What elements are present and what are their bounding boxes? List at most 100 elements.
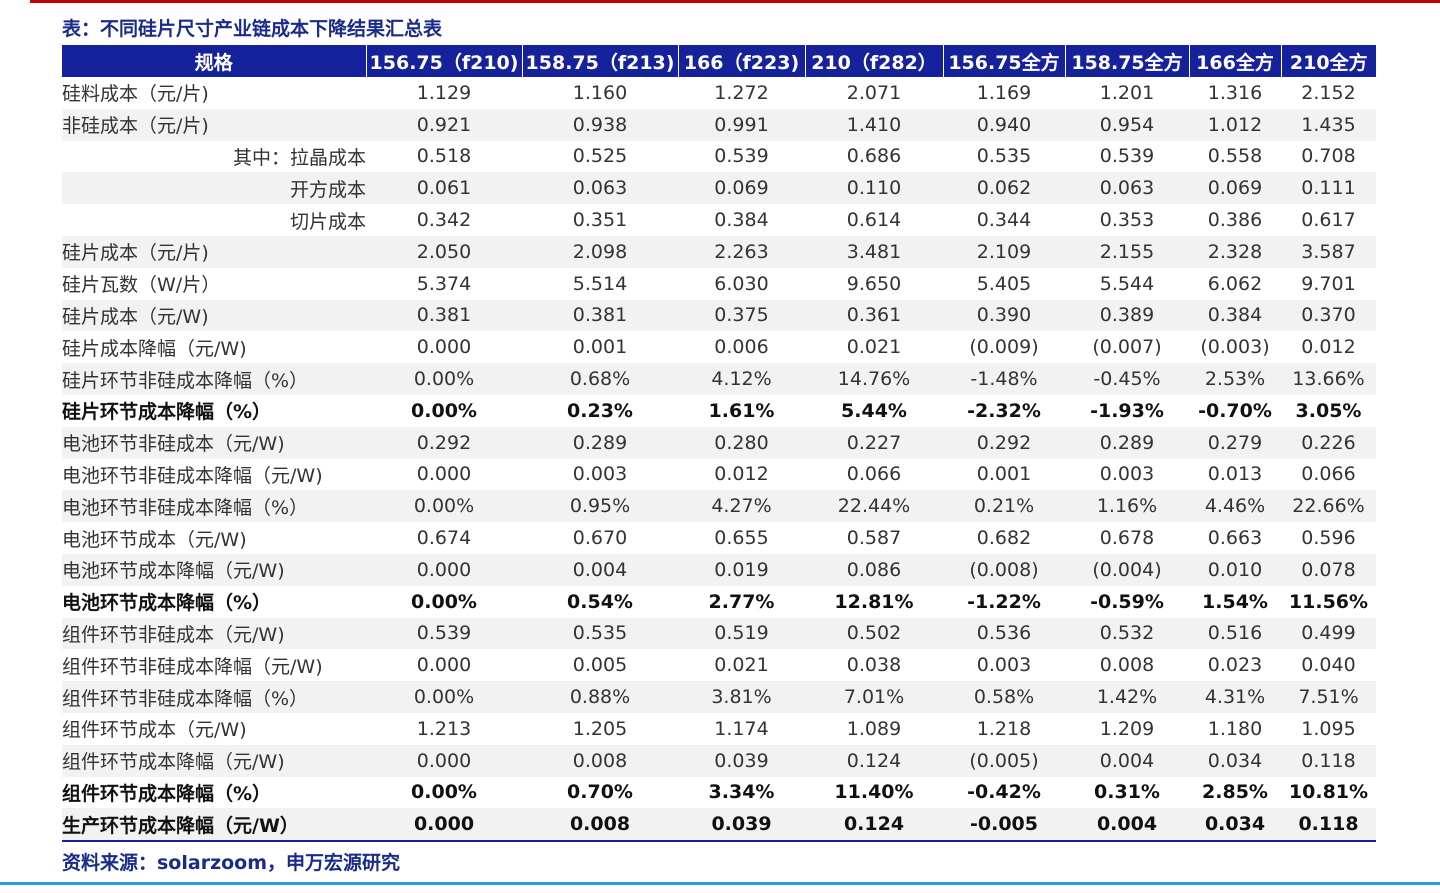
column-header: 210（f282） <box>804 45 943 77</box>
table-cell: 0.587 <box>846 527 902 550</box>
table-cell: 1.169 <box>976 81 1032 104</box>
table-cell: 10.81% <box>1288 781 1369 804</box>
table-cell: 0.00% <box>366 681 522 713</box>
table-cell: 2.263 <box>678 235 805 268</box>
table-cell: 0.31% <box>1094 781 1160 804</box>
row-label: 组件环节成本降幅（元/W) <box>62 744 366 777</box>
table-cell: 0.381 <box>366 299 522 332</box>
table-cell: 0.012 <box>714 463 769 486</box>
table-cell: 0.039 <box>678 808 805 843</box>
table-cell: 0.535 <box>522 617 678 650</box>
table-row: 电池环节成本降幅（元/W) 0.000 0.004 0.019 0.086 (0.008)… <box>62 553 1376 586</box>
row-label: 电池环节非硅成本降幅（%） <box>62 490 366 523</box>
table-cell: 3.481 <box>805 235 943 268</box>
table-cell: 9.650 <box>846 272 902 295</box>
table-cell: 4.12% <box>678 363 805 395</box>
table-cell: (0.004) <box>1065 553 1189 586</box>
bottom-rule <box>0 882 1440 885</box>
table-cell: 0.353 <box>1099 209 1155 232</box>
table-cell: (0.005) <box>943 744 1065 777</box>
table-cell: 0.68% <box>522 363 678 395</box>
table-cell: 0.118 <box>1281 744 1376 777</box>
column-header: 166（f223) <box>677 45 805 77</box>
table-cell: 0.921 <box>366 108 522 141</box>
table-cell: 11.56% <box>1288 590 1369 613</box>
row-label: 组件环节非硅成本（元/W) <box>62 617 366 650</box>
table-cell: 0.21% <box>943 490 1065 523</box>
column-header: 158.75（f213) <box>521 45 678 77</box>
table-cell: 0.000 <box>366 744 522 777</box>
table-row: 组件环节成本降幅（元/W) 0.000 0.008 0.039 0.124 (0.005)… <box>62 744 1376 777</box>
table-cell: 0.58% <box>943 681 1065 713</box>
table-cell: 11.40% <box>834 781 914 804</box>
table-cell: 0.008 <box>522 808 678 843</box>
table-cell: 4.31% <box>1189 681 1281 713</box>
table-cell: 0.535 <box>976 145 1032 168</box>
table-cell: 0.95% <box>522 490 678 523</box>
table-cell: 1.160 <box>572 81 628 104</box>
row-label: 其中：拉晶成本 <box>232 146 366 169</box>
table-cell: -1.48% <box>943 363 1065 395</box>
table-cell: 0.063 <box>1065 172 1189 205</box>
table-cell: 5.44% <box>841 399 907 422</box>
table-cell: 0.940 <box>943 108 1065 141</box>
table-row: 硅片成本（元/片) 2.050 2.098 2.263 3.481 2.109 2.155 2… <box>62 235 1376 268</box>
table-cell: 0.010 <box>1189 553 1281 586</box>
table-cell: -1.22% <box>967 590 1041 613</box>
table-cell: 0.021 <box>846 336 902 359</box>
table-cell: 1.209 <box>1099 717 1155 740</box>
table-cell: 1.42% <box>1065 681 1189 713</box>
table-cell: 0.00% <box>366 363 522 395</box>
row-label: 硅料成本（元/片) <box>62 83 209 106</box>
table-cell: 0.021 <box>714 654 769 677</box>
table-cell: 0.000 <box>366 553 522 586</box>
table-cell: 0.000 <box>366 808 522 843</box>
source-note: 资料来源：solarzoom，申万宏源研究 <box>62 852 401 874</box>
table-row: 切片成本 0.342 0.351 0.384 0.614 0.344 0.353 0.386 0… <box>62 204 1376 236</box>
table-cell: 0.034 <box>1189 744 1281 777</box>
table-cell: 2.155 <box>1065 235 1189 268</box>
table-cell: -1.93% <box>1090 399 1164 422</box>
table-cell: (0.008) <box>943 553 1065 586</box>
table-cell: 1.129 <box>416 81 472 104</box>
table-row: 非硅成本（元/片) 0.921 0.938 0.991 1.410 0.940 0.954 1… <box>62 108 1376 141</box>
table-cell: 0.279 <box>1189 426 1281 459</box>
table-cell: 0.386 <box>1207 209 1263 232</box>
table-cell: 0.670 <box>572 527 628 550</box>
table-cell: 0.499 <box>1281 617 1376 650</box>
table-row: 硅料成本（元/片) 1.129 1.160 1.272 2.071 1.169 1.201 1… <box>62 77 1376 109</box>
table-cell: 1.218 <box>976 717 1032 740</box>
table-cell: 0.038 <box>846 654 902 677</box>
table-cell: 0.001 <box>976 463 1032 486</box>
table-cell: 0.344 <box>976 209 1032 232</box>
table-row: 组件环节非硅成本降幅（%） 0.00% 0.88% 3.81% 7.01% 0.58% 1.… <box>62 681 1376 713</box>
table-cell: 0.226 <box>1281 426 1376 459</box>
row-label: 硅片成本（元/片) <box>62 235 366 268</box>
cost-summary-table: 规格 156.75（f210) 158.75（f213) 166（f223) 2… <box>62 45 1376 843</box>
table-cell: 2.098 <box>522 235 678 268</box>
table-cell: 2.109 <box>943 235 1065 268</box>
table-cell: 0.682 <box>976 527 1032 550</box>
table-cell: 0.069 <box>1189 172 1281 205</box>
table-cell: 0.292 <box>366 426 522 459</box>
table-cell: 1.61% <box>708 399 775 422</box>
table-cell: 0.063 <box>522 172 678 205</box>
table-cell: 0.00% <box>411 781 477 804</box>
table-cell: 13.66% <box>1281 363 1376 395</box>
row-label: 电池环节非硅成本降幅（元/W) <box>62 464 323 487</box>
table-cell: 0.938 <box>522 108 678 141</box>
table-cell: 0.375 <box>678 299 805 332</box>
row-label: 组件环节成本降幅（%） <box>62 782 272 805</box>
table-row: 电池环节成本降幅（%） 0.00% 0.54% 2.77% 12.81% -1.22% -0… <box>62 586 1376 618</box>
row-label: 切片成本 <box>289 210 366 233</box>
table-cell: 0.001 <box>572 336 628 359</box>
table-row: 电池环节成本（元/W) 0.674 0.670 0.655 0.587 0.682 0.67… <box>62 522 1376 554</box>
table-cell: 0.086 <box>805 553 943 586</box>
table-row: 硅片成本（元/W) 0.381 0.381 0.375 0.361 0.390 0.389 0… <box>62 299 1376 332</box>
table-cell: -0.42% <box>967 781 1041 804</box>
table-cell: 4.46% <box>1189 490 1281 523</box>
table-cell: 1.435 <box>1281 108 1376 141</box>
table-cell: 0.361 <box>805 299 943 332</box>
cost-summary-table-wrapper: 规格 156.75（f210) 158.75（f213) 166（f223) 2… <box>62 45 1376 843</box>
table-cell: 0.289 <box>1065 426 1189 459</box>
